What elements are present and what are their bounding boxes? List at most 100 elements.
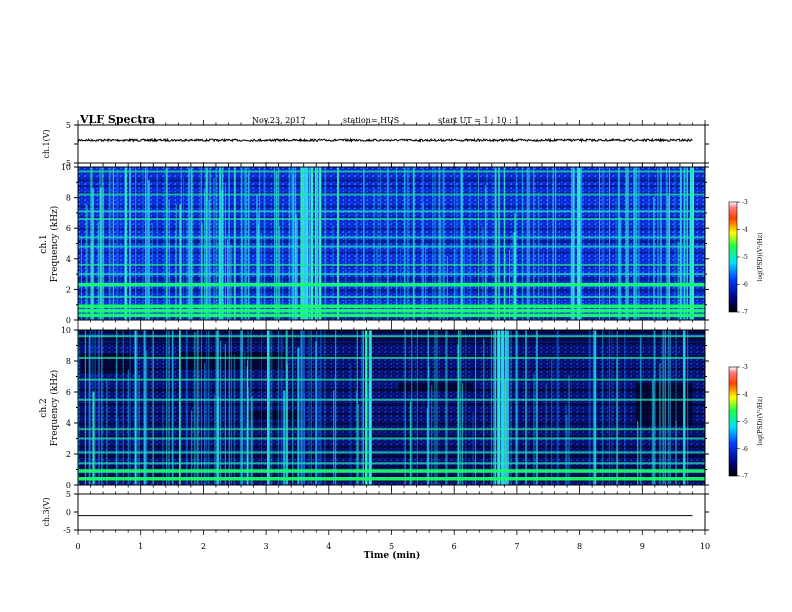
ch1-spectrogram-streak xyxy=(595,199,597,320)
ch1-spectrogram-streak xyxy=(288,167,290,320)
ch1-spectrogram-streak xyxy=(80,236,82,320)
ch1-spectrogram-ytick-label: 2 xyxy=(66,285,71,294)
ch2-spectrogram-burst xyxy=(502,330,505,485)
ch2-spectrogram-streak xyxy=(214,394,216,485)
ch1-spectrogram-burst xyxy=(306,167,309,320)
ch2-spectrogram-dark-band xyxy=(78,367,705,371)
ch2-spectrogram-streak xyxy=(302,330,305,485)
ch1-spectrogram-streak xyxy=(626,167,629,320)
ch1-spectrogram-streak xyxy=(278,167,280,320)
ch1-spectrogram-streak xyxy=(146,167,148,320)
ch2-spectrogram-streak xyxy=(525,330,528,485)
ch1-spectrogram-streak xyxy=(668,167,670,320)
ch1-spectrogram-streak xyxy=(653,196,655,320)
ch2-spectrogram-streak xyxy=(324,330,326,485)
ch1-spectrogram-streak xyxy=(498,167,501,320)
ch1-spectrogram-streak xyxy=(169,243,171,320)
ch1-spectrogram-burst xyxy=(580,167,582,320)
ch1-spectrogram-tone-line xyxy=(78,309,705,313)
x-tick-label: 7 xyxy=(514,542,519,551)
ch2-spectrogram-streak xyxy=(465,332,467,485)
ch1-spectrogram-streak xyxy=(503,167,505,320)
ch1-spectrogram-streak xyxy=(207,201,210,320)
ch1-spectrogram-streak xyxy=(168,200,170,320)
ch1-spectrogram-burst xyxy=(305,167,307,320)
ch1-spectrogram-streak xyxy=(116,169,119,320)
x-tick-label: 2 xyxy=(201,542,206,551)
x-tick-label: 10 xyxy=(700,542,710,551)
ch2-spectrogram-ytick-label: 8 xyxy=(66,357,71,366)
ch2-spectrogram-streak xyxy=(101,330,103,485)
ch1-spectrogram-dark-band xyxy=(78,185,705,188)
ch2-spectrogram-streak xyxy=(356,330,358,485)
ch2-spectrogram-dark-band xyxy=(78,480,705,482)
ch1-spectrogram-streak xyxy=(119,167,121,320)
ch1-spectrogram-tone-line xyxy=(78,236,705,239)
ch1-spectrogram-streak xyxy=(689,216,691,320)
ch1-spectrogram-streak xyxy=(215,167,217,320)
ch2-spectrogram-tone-line xyxy=(78,477,705,481)
x-tick-label: 6 xyxy=(452,542,457,551)
ch2-spectrogram-streak xyxy=(240,330,243,485)
ch2-spectrogram-streak xyxy=(639,334,641,485)
ch2-spectrogram-burst xyxy=(362,330,364,485)
ch1-spectrogram-tone-lines xyxy=(78,170,705,318)
ch2-spectrogram-streak xyxy=(483,338,485,485)
ch1-spectrogram-streak xyxy=(395,167,397,320)
ch1-spectrogram-streak xyxy=(514,231,517,320)
ch1-spectrogram-streak xyxy=(188,167,191,320)
ch2-spectrogram-ytick-label: 4 xyxy=(66,419,71,428)
ch3-waveform-ytick-label: 0 xyxy=(66,508,71,517)
ch1-spectrogram-streak xyxy=(677,241,680,320)
ch1-spectrogram-streak xyxy=(484,185,486,320)
ch1-spectrogram-streak xyxy=(324,167,326,320)
ch2-spectrogram-streak xyxy=(335,330,337,485)
ch2-spectrogram-streak xyxy=(266,330,269,485)
x-axis-label: Time (min) xyxy=(364,550,421,561)
ch1-spectrogram-streak xyxy=(674,167,676,320)
ch2-spectrogram-dark-band xyxy=(78,342,705,345)
ch2-spectrogram-streak xyxy=(89,330,91,485)
ch2-spectrogram-streak xyxy=(431,384,433,485)
ch2-spectrogram-streak xyxy=(239,330,241,485)
ch2-spectrogram-streak xyxy=(308,330,310,485)
ch1-waveform-ylabel: ch.1(V) xyxy=(42,129,51,158)
ch2-spectrogram-burst xyxy=(497,330,500,485)
ch1-spectrogram-streak xyxy=(404,167,406,320)
ch2-spectrogram-streak xyxy=(94,330,96,485)
ch2-spectrogram-streak xyxy=(659,363,661,485)
ch1-spectrogram-streak xyxy=(460,167,463,320)
ch1-spectrogram-streak xyxy=(264,167,266,320)
ch1-spectrogram-streak xyxy=(446,256,448,320)
ch2-spectrogram-streak xyxy=(682,330,685,485)
ch2-spectrogram-streak xyxy=(624,330,626,485)
ch2-spectrogram-streak xyxy=(208,330,210,485)
ch1-spectrogram-streak xyxy=(241,238,243,320)
ch1-spectrogram-streak xyxy=(460,167,462,320)
ch2-spectrogram-streak xyxy=(172,330,174,485)
ch1-spectrogram-streak xyxy=(92,188,95,320)
ch1-spectrogram-streak xyxy=(526,167,528,320)
ch1-spectrogram-streak xyxy=(200,167,202,320)
x-tick-label: 9 xyxy=(640,542,645,551)
ch2-spectrogram-dark-band xyxy=(78,435,705,437)
ch2-spectrogram-streak xyxy=(224,343,226,485)
ch2-spectrogram-streak xyxy=(261,330,263,485)
ch2-spectrogram-streak xyxy=(78,330,80,485)
ch1-spectrogram-streak xyxy=(470,245,472,320)
ch1-spectrogram-streak xyxy=(555,167,557,320)
x-tick-label: 5 xyxy=(389,542,394,551)
ch2-spectrogram-streak xyxy=(462,383,464,485)
ch1-spectrogram-tone-line xyxy=(78,296,705,299)
ch1-spectrogram-streak xyxy=(257,224,259,320)
ch1-colorbar-scale xyxy=(728,201,738,313)
ch2-spectrogram-streak xyxy=(194,331,196,485)
ch1-spectrogram-streak xyxy=(658,256,660,320)
ch1-spectrogram-streak xyxy=(85,204,88,320)
ch1-spectrogram-streak xyxy=(135,167,137,320)
ch1-spectrogram-streak xyxy=(221,189,224,320)
ch2-spectrogram-dark-band xyxy=(78,446,705,449)
ch1-spectrogram-streak xyxy=(175,203,177,320)
ch2-spectrogram-streak xyxy=(247,330,249,485)
ch1-spectrogram-dark-band xyxy=(78,205,705,208)
